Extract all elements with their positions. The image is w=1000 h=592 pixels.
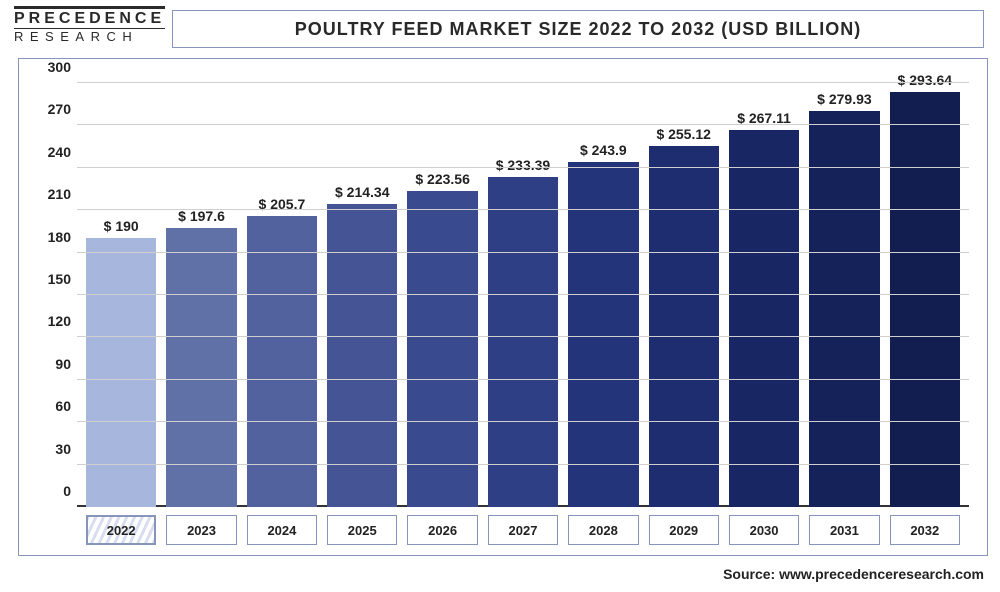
- y-tick-label: 210: [33, 186, 71, 202]
- bar: [166, 228, 236, 507]
- y-tick-label: 180: [33, 229, 71, 245]
- y-gridline: [77, 464, 969, 465]
- bar-cell: $ 205.7: [247, 196, 317, 507]
- y-tick-label: 30: [33, 441, 71, 457]
- bar-cell: $ 214.34: [327, 184, 397, 507]
- bar-value-label: $ 223.56: [415, 171, 470, 187]
- y-tick-label: 120: [33, 313, 71, 329]
- brand-logo: PRECEDENCE RESEARCH: [14, 6, 165, 43]
- x-category-label: 2025: [327, 515, 397, 545]
- bars-container: $ 190 $ 197.6$ 205.7 $ 214.34 $ 223.56 $ 233…: [77, 83, 969, 507]
- y-gridline: [77, 209, 969, 210]
- bar: [568, 162, 638, 507]
- bar-value-label: $ 214.34: [335, 184, 390, 200]
- x-category-label: 2023: [166, 515, 236, 545]
- x-category-label: 2027: [488, 515, 558, 545]
- x-category-label: 2028: [568, 515, 638, 545]
- x-category-label: 2029: [649, 515, 719, 545]
- y-tick-label: 270: [33, 101, 71, 117]
- bar-value-label: $ 190: [104, 218, 139, 234]
- x-category-label: 2030: [729, 515, 799, 545]
- bar-cell: $ 293.64: [890, 72, 960, 507]
- bar: [890, 92, 960, 507]
- bar-cell: $ 267.11: [729, 110, 799, 508]
- chart-title-bar: POULTRY FEED MARKET SIZE 2022 TO 2032 (U…: [172, 10, 984, 48]
- y-gridline: [77, 167, 969, 168]
- chart-title: POULTRY FEED MARKET SIZE 2022 TO 2032 (U…: [295, 19, 861, 40]
- bar: [488, 177, 558, 507]
- y-tick-label: 240: [33, 144, 71, 160]
- y-gridline: [77, 252, 969, 253]
- bar-cell: $ 279.93: [809, 91, 879, 507]
- source-attribution: Source: www.precedenceresearch.com: [723, 566, 984, 582]
- x-category-label: 2024: [247, 515, 317, 545]
- bar-cell: $ 255.12: [649, 126, 719, 507]
- y-gridline: [77, 294, 969, 295]
- bar: [809, 111, 879, 507]
- bar-value-label: $ 267.11: [737, 110, 791, 126]
- bar-value-label: $ 293.64: [898, 72, 953, 88]
- plot-area: $ 190 $ 197.6$ 205.7 $ 214.34 $ 223.56 $ 233…: [77, 83, 969, 507]
- y-gridline: [77, 82, 969, 83]
- bar-value-label: $ 279.93: [817, 91, 872, 107]
- y-tick-label: 0: [33, 483, 71, 499]
- x-category-label: 2026: [407, 515, 477, 545]
- bar-value-label: $ 255.12: [656, 126, 711, 142]
- bar-cell: $ 243.9: [568, 142, 638, 507]
- bar: [86, 238, 156, 507]
- logo-bottom-text: RESEARCH: [14, 29, 165, 43]
- bar: [407, 191, 477, 507]
- y-gridline: [77, 421, 969, 422]
- x-labels-container: 2022 2023 2024 2025 2026 2027 2028 2029 2030 2031…: [77, 515, 969, 545]
- bar-value-label: $ 233.39: [496, 157, 551, 173]
- bar: [729, 130, 799, 508]
- y-tick-label: 60: [33, 398, 71, 414]
- bar: [327, 204, 397, 507]
- y-gridline: [77, 379, 969, 380]
- y-tick-label: 150: [33, 271, 71, 287]
- bar-cell: $ 223.56: [407, 171, 477, 507]
- chart-frame: $ 190 $ 197.6$ 205.7 $ 214.34 $ 223.56 $ 233…: [18, 58, 988, 556]
- x-category-label: 2031: [809, 515, 879, 545]
- bar: [649, 146, 719, 507]
- bar-value-label: $ 243.9: [580, 142, 627, 158]
- y-gridline: [77, 124, 969, 125]
- y-tick-label: 90: [33, 356, 71, 372]
- bar-cell: $ 197.6: [166, 208, 236, 507]
- logo-top-text: PRECEDENCE: [14, 6, 165, 29]
- y-gridline: [77, 336, 969, 337]
- x-category-label: 2022: [86, 515, 156, 545]
- y-tick-label: 300: [33, 59, 71, 75]
- x-category-label: 2032: [890, 515, 960, 545]
